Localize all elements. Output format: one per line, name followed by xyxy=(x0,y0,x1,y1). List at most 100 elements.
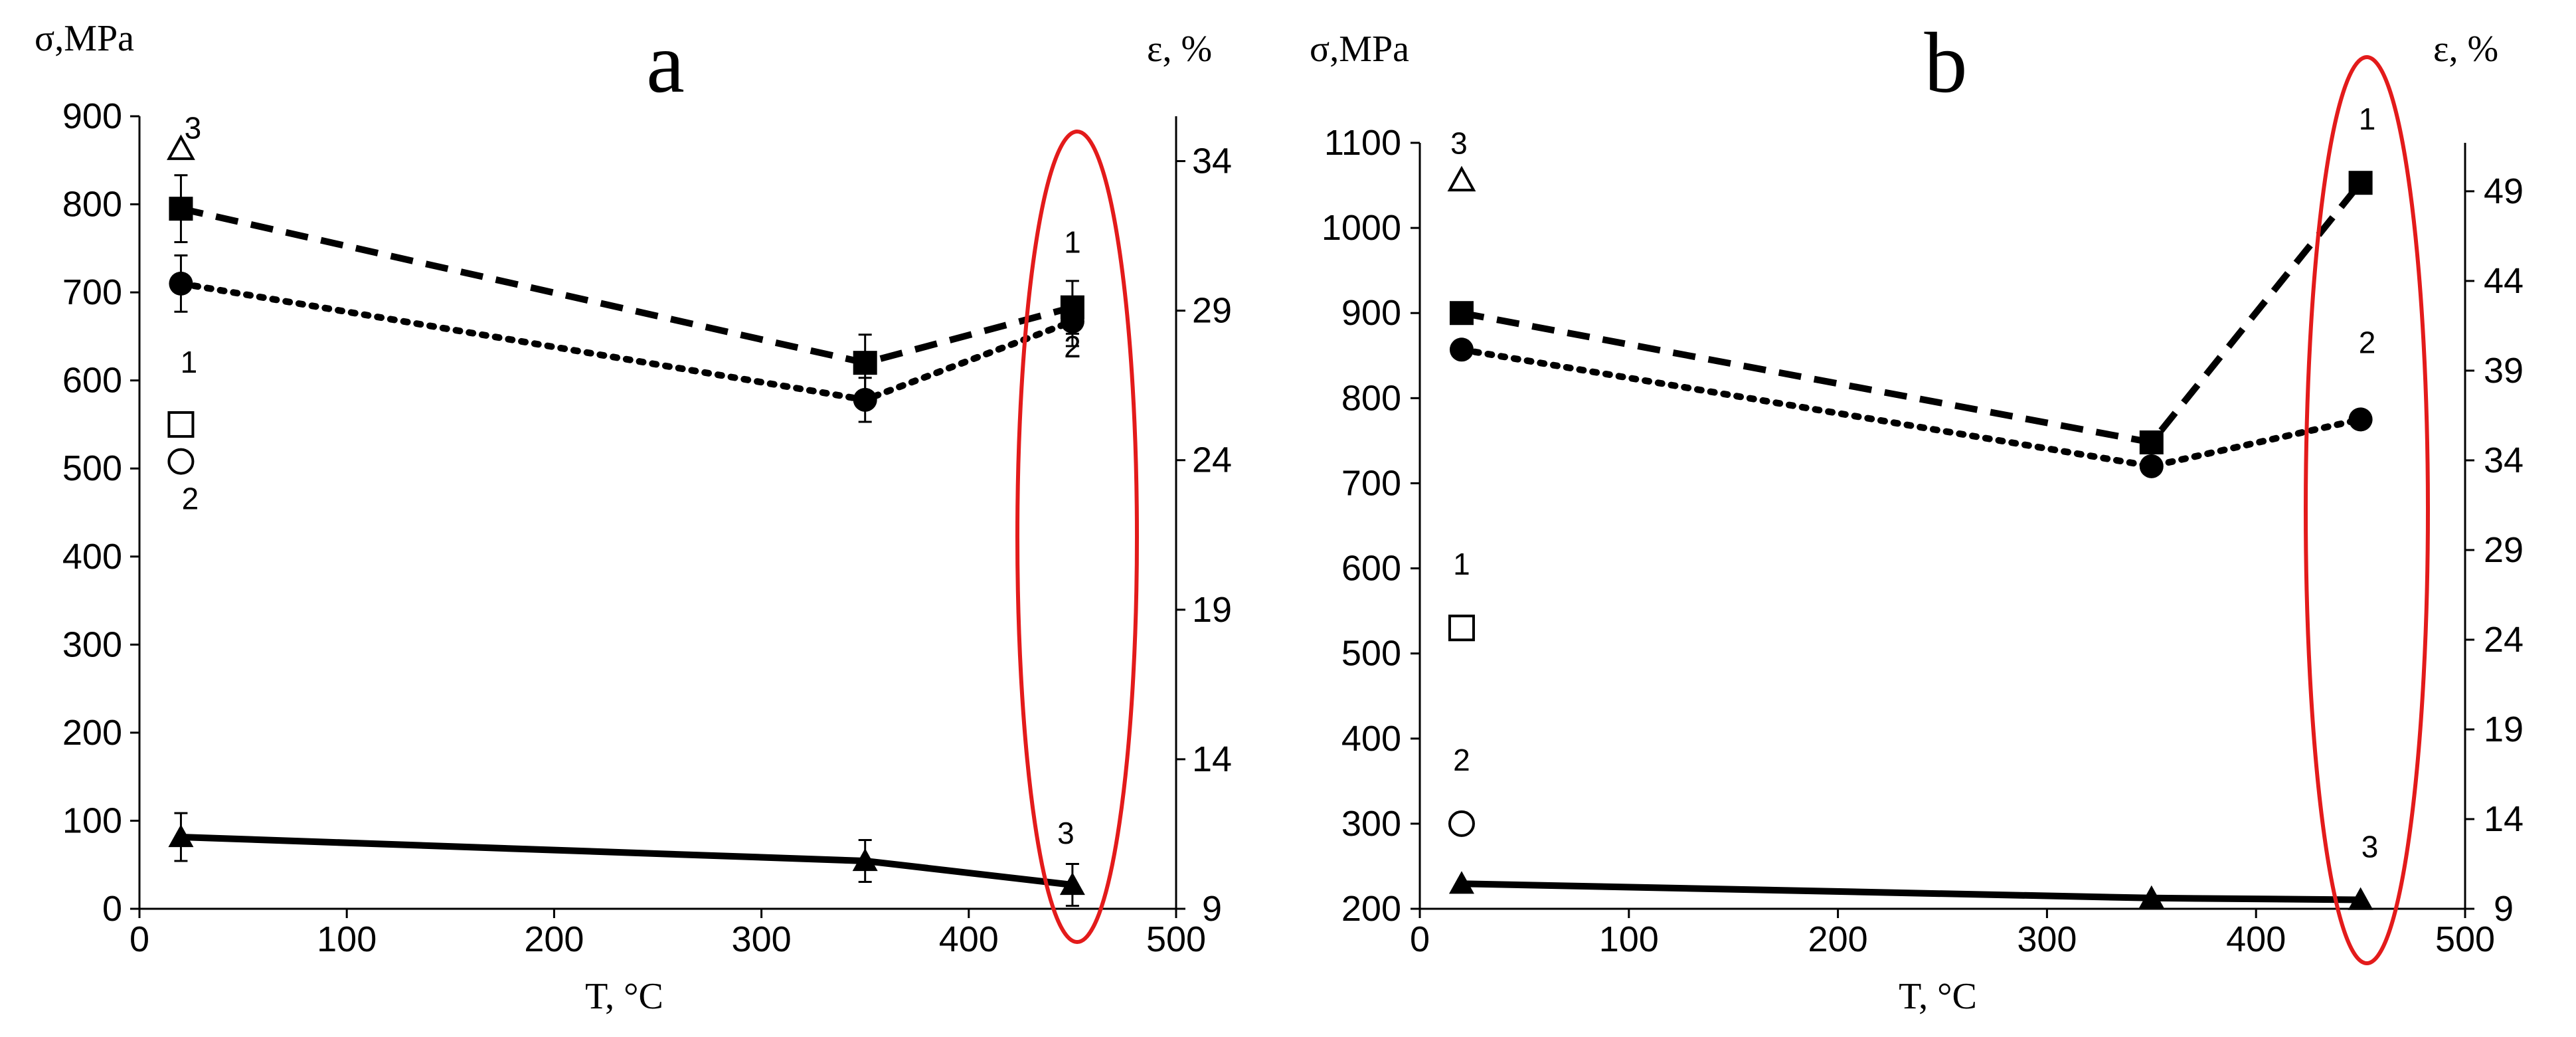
left-tick-label: 800 xyxy=(62,185,122,225)
panel-a-left-ticks: 0 100 200 300 400 500 600 700 800 900 xyxy=(62,96,139,929)
series-3-point xyxy=(852,848,878,872)
series-2-line xyxy=(177,280,1076,403)
x-tick-label: 300 xyxy=(2017,919,2077,959)
left-tick-label: 0 xyxy=(102,889,122,929)
panel-b-left-ticks: 200 300 400 500 600 700 800 900 1000 1100 xyxy=(1322,123,1420,929)
panel-a-xlabel: T, °C xyxy=(585,976,663,1017)
reference-point-label: 2 xyxy=(1453,743,1470,777)
left-tick-label: 700 xyxy=(62,272,122,312)
series-2-point xyxy=(1060,309,1084,333)
series-3-point xyxy=(2348,887,2373,910)
left-tick-label: 500 xyxy=(1341,634,1401,674)
series-1-point xyxy=(853,351,877,375)
series-3-line xyxy=(181,833,1073,888)
right-tick-label: 24 xyxy=(1192,440,1232,480)
series-1-label: 1 xyxy=(2359,102,2376,136)
series-2-point xyxy=(2348,407,2373,432)
right-tick-label: 9 xyxy=(1202,889,1222,929)
right-tick-label: 34 xyxy=(1192,141,1232,181)
right-tick-label: 14 xyxy=(1192,739,1232,779)
reference-point-1 xyxy=(1448,614,1475,642)
series-3-label: 3 xyxy=(2361,829,2379,864)
series-3-point xyxy=(1059,872,1085,896)
x-tick-label: 0 xyxy=(1410,919,1430,959)
right-tick-label: 24 xyxy=(2484,620,2524,660)
right-tick-label: 19 xyxy=(1192,590,1232,630)
series-2-point xyxy=(853,387,877,412)
x-tick-label: 500 xyxy=(2435,919,2495,959)
left-tick-label: 900 xyxy=(1341,293,1401,333)
left-tick-label: 500 xyxy=(62,448,122,488)
right-tick-label: 29 xyxy=(2484,530,2524,570)
series-2-point xyxy=(169,271,193,296)
left-tick-label: 400 xyxy=(62,537,122,577)
panel-a-ylabel-right: ε, % xyxy=(1147,29,1212,70)
x-tick-label: 200 xyxy=(1808,919,1868,959)
panel-b-ylabel-left: σ,MPa xyxy=(1310,29,1409,70)
series-2-point xyxy=(1449,337,1474,362)
series-1-point xyxy=(169,197,193,221)
left-tick-label: 300 xyxy=(62,624,122,664)
right-tick-label: 34 xyxy=(2484,440,2524,480)
series-3-point xyxy=(1448,871,1474,894)
left-tick-label: 400 xyxy=(1341,719,1401,759)
series-2-label: 2 xyxy=(2359,325,2376,359)
x-tick-label: 500 xyxy=(1146,919,1206,959)
reference-point-label: 3 xyxy=(1450,126,1468,161)
left-tick-label: 1000 xyxy=(1322,208,1401,248)
panel-b: b σ,MPa ε, % T, °C 0 100 200 300 400 500 200 3… xyxy=(1310,15,2524,1017)
series-1-point xyxy=(2139,430,2164,454)
panel-a-x-ticks: 0 100 200 300 400 500 xyxy=(129,909,1206,959)
series-1-point xyxy=(1449,301,1474,326)
x-tick-label: 200 xyxy=(524,919,584,959)
left-tick-label: 700 xyxy=(1341,463,1401,503)
x-tick-label: 100 xyxy=(1599,919,1659,959)
panel-a-label: a xyxy=(646,15,685,111)
panel-b-right-ticks: 9 14 19 24 29 34 39 44 49 xyxy=(2465,171,2524,929)
reference-point-3 xyxy=(1447,165,1476,192)
panel-a-ylabel-left: σ,MPa xyxy=(35,18,134,59)
series-1-line xyxy=(180,205,1074,367)
series-3-label: 3 xyxy=(1057,816,1074,850)
panel-b-x-ticks: 0 100 200 300 400 500 xyxy=(1410,909,2495,959)
series-2-label: 2 xyxy=(1064,330,1081,364)
x-tick-label: 400 xyxy=(2226,919,2286,959)
left-tick-label: 200 xyxy=(1341,889,1401,929)
series-2-line xyxy=(1458,346,2364,470)
highlight-ellipse xyxy=(2304,55,2430,965)
panel-b-label: b xyxy=(1925,15,1968,111)
right-tick-label: 9 xyxy=(2494,889,2514,929)
panel-a-plot-area: 1 2 3 1 2 3 xyxy=(167,111,1139,944)
panel-b-xlabel: T, °C xyxy=(1899,976,1977,1017)
series-3-point xyxy=(168,824,194,848)
reference-point-3 xyxy=(167,134,195,160)
reference-point-2 xyxy=(1448,810,1475,837)
reference-point-label: 1 xyxy=(1453,547,1470,581)
right-tick-label: 14 xyxy=(2484,799,2524,839)
series-1-line xyxy=(1461,181,2363,446)
right-tick-label: 39 xyxy=(2484,351,2524,391)
right-tick-label: 44 xyxy=(2484,261,2524,301)
left-tick-label: 1100 xyxy=(1324,123,1401,163)
reference-point-label: 3 xyxy=(185,111,202,145)
right-tick-label: 19 xyxy=(2484,709,2524,749)
left-tick-label: 300 xyxy=(1341,804,1401,844)
series-2-point xyxy=(2139,454,2164,478)
series-3-point xyxy=(2138,885,2164,908)
left-tick-label: 900 xyxy=(62,96,122,136)
left-tick-label: 200 xyxy=(62,713,122,753)
x-tick-label: 100 xyxy=(317,919,377,959)
panel-b-ylabel-right: ε, % xyxy=(2433,29,2498,70)
x-tick-label: 0 xyxy=(129,919,149,959)
highlight-ellipse xyxy=(1015,130,1139,944)
x-tick-label: 300 xyxy=(732,919,792,959)
reference-point-2 xyxy=(167,448,195,475)
series-1-point xyxy=(2348,171,2373,195)
left-tick-label: 800 xyxy=(1341,378,1401,418)
reference-point-label: 2 xyxy=(182,482,199,516)
panel-a: a σ,MPa ε, % T, °C 0 100 200 300 400 500 0 100… xyxy=(35,15,1232,1017)
panel-b-plot-area: 1 2 3 1 2 3 xyxy=(1447,55,2430,965)
series-1-label: 1 xyxy=(1064,225,1081,260)
panel-a-right-ticks: 9 14 19 24 29 34 xyxy=(1176,141,1232,929)
